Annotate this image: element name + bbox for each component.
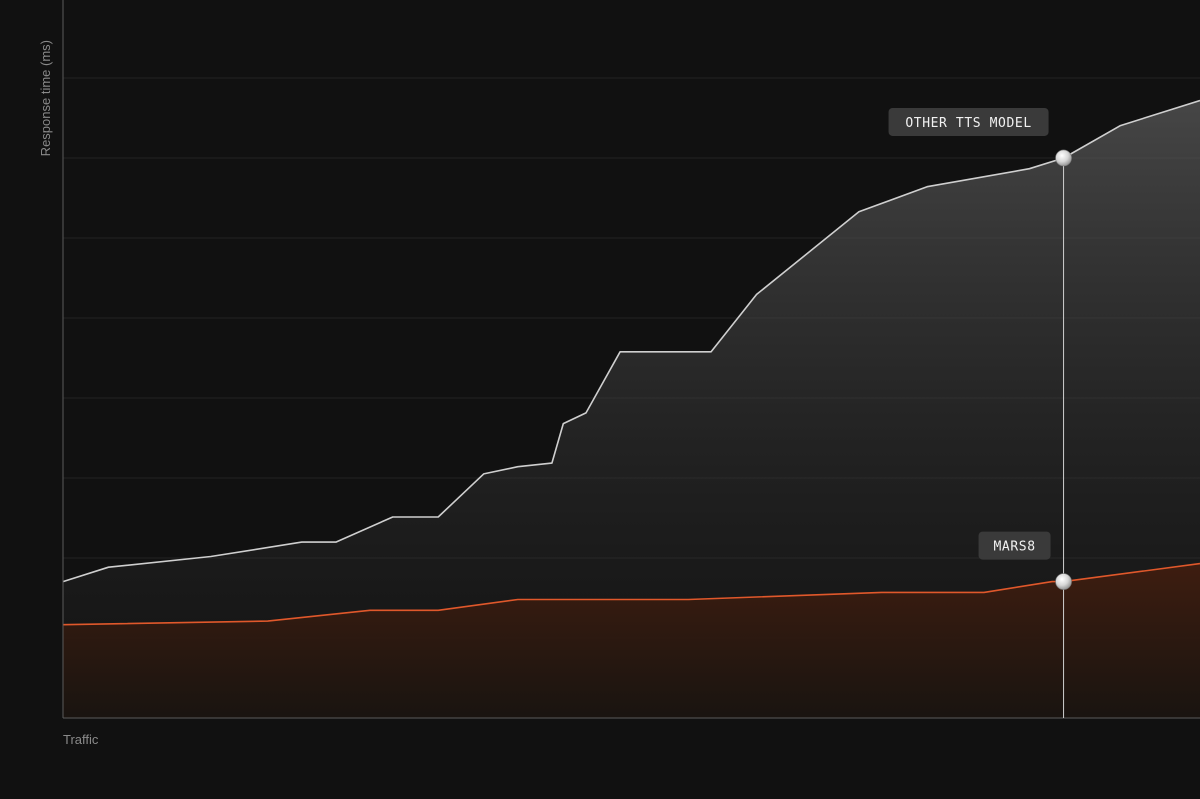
callout-mars8-label: MARS8 (993, 540, 1035, 555)
callout-other-tts-label: OTHER TTS MODEL (905, 116, 1031, 131)
x-axis-title: Traffic (63, 732, 99, 747)
callout-other-tts-bg (888, 107, 1049, 136)
callout-mars8-bg (978, 531, 1051, 560)
callouts: OTHER TTS MODEL MARS8 (888, 107, 1051, 560)
series-area-mars8 (63, 563, 1200, 718)
series-area-other-tts-model (63, 100, 1200, 718)
series-line-other-tts-model (62, 99, 1200, 583)
callout-mars8: MARS8 (978, 531, 1051, 560)
highlight-point-other-tts-model (1055, 149, 1072, 167)
y-axis-title: Response time (ms) (38, 40, 53, 156)
highlight-points (1055, 149, 1072, 590)
highlight-point-mars8 (1055, 573, 1072, 590)
series-areas (63, 100, 1200, 718)
callout-other-tts: OTHER TTS MODEL (888, 107, 1049, 136)
